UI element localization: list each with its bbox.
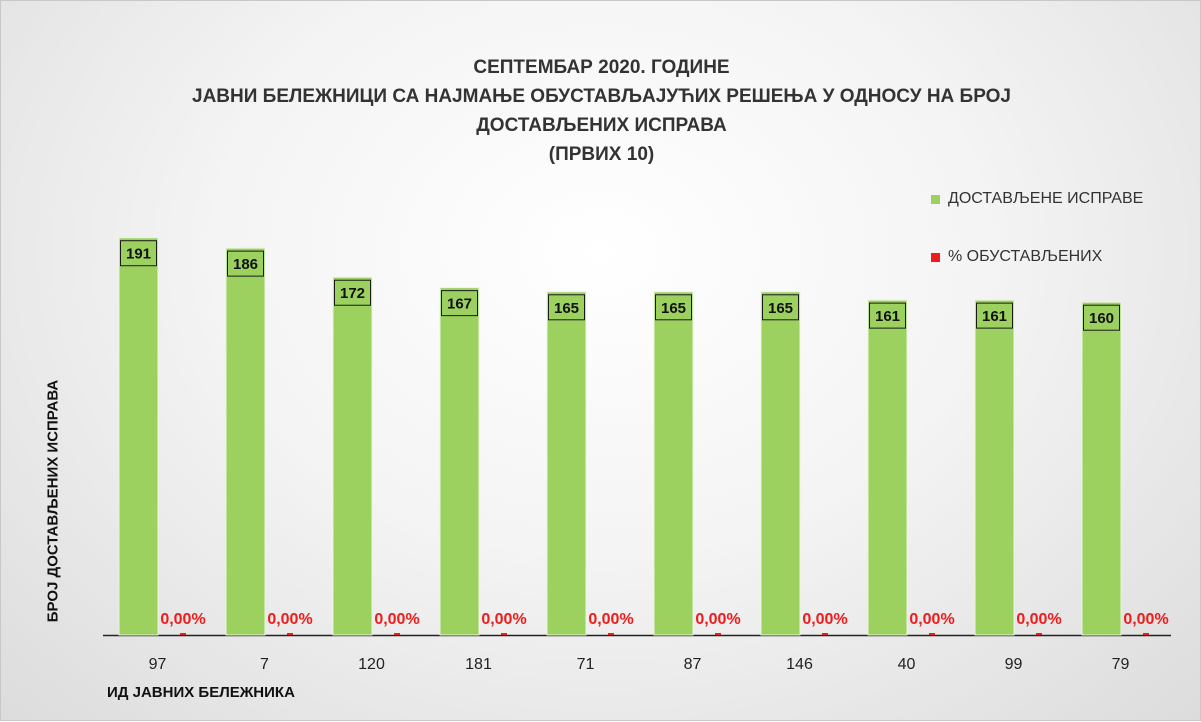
chart-title-line-1: СЕПТЕМБАР 2020. ГОДИНЕ (473, 57, 730, 78)
bar-value-label: 191 (126, 246, 151, 263)
percent-marker (1036, 633, 1042, 635)
x-tick-label: 120 (358, 656, 385, 673)
chart-title-line-3: ДОСТАВЉЕНИХ ИСПРАВА (476, 115, 727, 136)
x-tick-label: 87 (684, 656, 702, 673)
bar-value-label: 165 (554, 300, 579, 317)
bar-value-label: 186 (233, 256, 258, 273)
bar-value-label: 161 (875, 308, 900, 325)
legend-label-percent: % ОБУСТАВЉЕНИХ (948, 248, 1103, 265)
bar (118, 237, 159, 636)
chart-title-line-2: ЈАВНИ БЕЛЕЖНИЦИ СА НАЈМАЊЕ ОБУСТАВЉАЈУЋИ… (192, 86, 1011, 107)
bar (439, 287, 480, 636)
bar-value-label-box (976, 302, 1013, 329)
bar (760, 291, 801, 636)
x-tick-label: 71 (577, 656, 595, 673)
bar (225, 247, 266, 636)
bar (546, 291, 587, 636)
percent-marker (501, 633, 507, 635)
y-axis-label: БРОЈ ДОСТАВЉЕНИХ ИСПРАВА (44, 379, 62, 623)
percent-label: 0,00% (1123, 611, 1168, 628)
bar-value-label-box (655, 294, 692, 321)
legend-item-percent: % ОБУСТАВЉЕНИХ (931, 244, 1143, 270)
x-tick-label: 79 (1112, 656, 1130, 673)
percent-marker (715, 633, 721, 635)
percent-label: 0,00% (802, 611, 847, 628)
percent-marker (287, 633, 293, 635)
legend-swatch-percent (931, 252, 940, 262)
bar-value-label: 172 (340, 285, 365, 302)
percent-marker (180, 633, 186, 635)
x-tick-label: 40 (898, 656, 916, 673)
chart-title: СЕПТЕМБАР 2020. ГОДИНЕ ЈАВНИ БЕЛЕЖНИЦИ С… (1, 53, 1201, 169)
legend-item-documents: ДОСТАВЉЕНЕ ИСПРАВЕ (931, 186, 1143, 212)
bar-value-label-box (548, 294, 585, 321)
legend-swatch-documents (931, 194, 940, 204)
x-tick-label: 99 (1005, 656, 1023, 673)
x-tick-label: 146 (786, 656, 813, 673)
legend: ДОСТАВЉЕНЕ ИСПРАВЕ % ОБУСТАВЉЕНИХ (931, 186, 1143, 302)
bar (1081, 301, 1122, 636)
x-tick-label: 181 (465, 656, 492, 673)
percent-label: 0,00% (267, 611, 312, 628)
bar (332, 276, 373, 636)
bar-value-label: 165 (768, 300, 793, 317)
bar-value-label-box (227, 250, 264, 277)
bar-value-label-box (334, 279, 371, 306)
bar (653, 291, 694, 636)
percent-label: 0,00% (374, 611, 419, 628)
bar-value-label: 161 (982, 308, 1007, 325)
percent-label: 0,00% (160, 611, 205, 628)
chart-title-line-4: (ПРВИХ 10) (548, 144, 655, 165)
x-tick-label: 97 (149, 656, 167, 673)
percent-label: 0,00% (695, 611, 740, 628)
bar-value-label: 160 (1089, 310, 1114, 327)
percent-label: 0,00% (1016, 611, 1061, 628)
bar-value-label-box (441, 290, 478, 317)
bar-value-label-box (120, 240, 157, 267)
bar-value-label-box (869, 302, 906, 329)
percent-marker (608, 633, 614, 635)
percent-label: 0,00% (909, 611, 954, 628)
percent-label: 0,00% (588, 611, 633, 628)
percent-marker (822, 633, 828, 635)
bar (867, 299, 908, 636)
bar-value-label-box (1083, 304, 1120, 331)
bar-value-label-box (762, 294, 799, 321)
percent-marker (394, 633, 400, 635)
percent-marker (929, 633, 935, 635)
bar-value-label: 167 (447, 296, 472, 313)
x-axis-label: ИД ЈАВНИХ БЕЛЕЖНИКА (107, 684, 295, 701)
bar-value-label: 165 (661, 300, 686, 317)
percent-marker (1143, 633, 1149, 635)
x-tick-label: 7 (260, 656, 269, 673)
legend-label-documents: ДОСТАВЉЕНЕ ИСПРАВЕ (948, 190, 1144, 207)
percent-label: 0,00% (481, 611, 526, 628)
bar (974, 299, 1015, 636)
